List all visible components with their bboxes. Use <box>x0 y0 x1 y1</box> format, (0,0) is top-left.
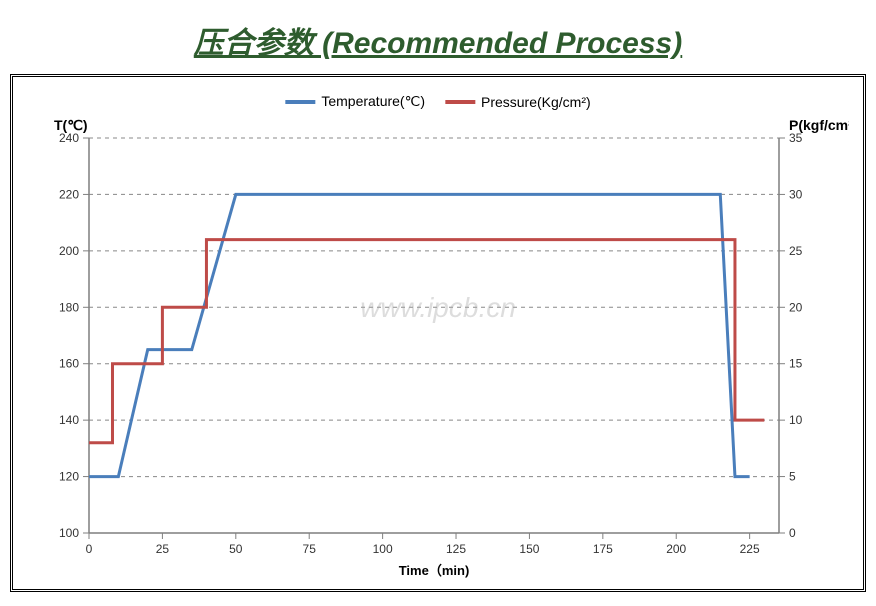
svg-text:200: 200 <box>59 244 79 258</box>
svg-text:150: 150 <box>519 542 539 556</box>
svg-text:0: 0 <box>789 526 796 540</box>
svg-text:10: 10 <box>789 413 803 427</box>
svg-text:140: 140 <box>59 413 79 427</box>
svg-text:125: 125 <box>446 542 466 556</box>
legend-item-pressure: Pressure(Kg/cm²) <box>445 93 591 110</box>
svg-text:0: 0 <box>86 542 93 556</box>
chart-legend: Temperature(℃) Pressure(Kg/cm²) <box>285 93 590 110</box>
svg-text:25: 25 <box>789 244 803 258</box>
svg-text:100: 100 <box>373 542 393 556</box>
legend-item-temperature: Temperature(℃) <box>285 93 425 110</box>
svg-text:30: 30 <box>789 187 803 201</box>
svg-text:P(kgf/cm²): P(kgf/cm²) <box>789 117 849 133</box>
svg-text:75: 75 <box>303 542 317 556</box>
svg-text:120: 120 <box>59 470 79 484</box>
svg-text:160: 160 <box>59 357 79 371</box>
svg-text:50: 50 <box>229 542 243 556</box>
svg-text:Time（min): Time（min) <box>399 563 470 578</box>
legend-swatch-pressure <box>445 100 475 104</box>
page-title: 压合参数 (Recommended Process) <box>10 18 866 62</box>
svg-text:5: 5 <box>789 470 796 484</box>
svg-text:180: 180 <box>59 300 79 314</box>
svg-text:100: 100 <box>59 526 79 540</box>
svg-text:15: 15 <box>789 357 803 371</box>
chart-area: Temperature(℃) Pressure(Kg/cm²) www.ipcb… <box>19 83 857 583</box>
svg-text:225: 225 <box>740 542 760 556</box>
svg-text:20: 20 <box>789 300 803 314</box>
legend-label-temperature: Temperature(℃) <box>321 93 425 110</box>
svg-text:175: 175 <box>593 542 613 556</box>
legend-swatch-temperature <box>285 100 315 104</box>
svg-text:35: 35 <box>789 131 803 145</box>
chart-svg: 0255075100125150175200225Time（min)100120… <box>19 83 849 583</box>
svg-text:220: 220 <box>59 187 79 201</box>
svg-text:T(℃): T(℃) <box>54 117 88 133</box>
legend-label-pressure: Pressure(Kg/cm²) <box>481 94 591 110</box>
chart-frame: Temperature(℃) Pressure(Kg/cm²) www.ipcb… <box>10 74 866 592</box>
svg-text:240: 240 <box>59 131 79 145</box>
svg-text:25: 25 <box>156 542 170 556</box>
svg-text:200: 200 <box>666 542 686 556</box>
